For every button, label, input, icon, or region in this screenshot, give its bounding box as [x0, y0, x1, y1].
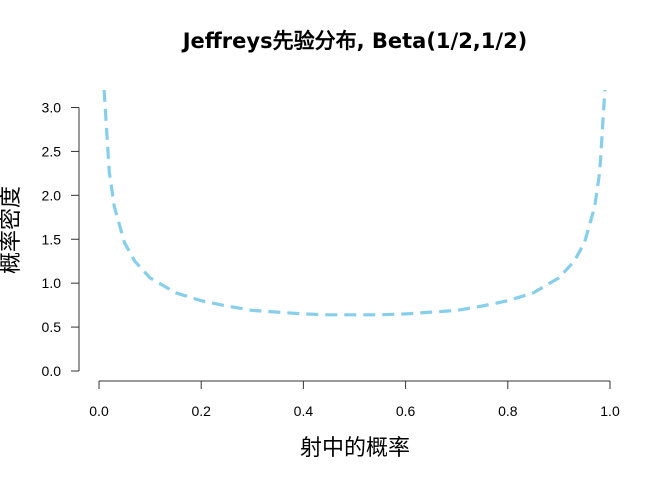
y-tick-label: 1.5 [42, 231, 62, 247]
x-axis: 0.0 0.2 0.4 0.6 0.8 1.0 [89, 380, 620, 419]
y-tick-label: 0.0 [42, 363, 62, 379]
y-tick-label: 3.0 [42, 100, 62, 116]
x-axis-title: 射中的概率 [300, 436, 410, 461]
y-axis: 0.0 0.5 1.0 1.5 2.0 2.5 3.0 [42, 100, 80, 379]
density-curve [102, 89, 607, 317]
x-tick-label: 0.4 [294, 403, 314, 419]
y-tick-label: 0.5 [42, 319, 62, 335]
x-tick-label: 0.2 [191, 403, 211, 419]
x-tick-label: 0.6 [396, 403, 416, 419]
x-tick-label: 1.0 [600, 403, 620, 419]
x-tick-label: 0.0 [89, 403, 109, 419]
y-tick-label: 2.0 [42, 187, 62, 203]
y-tick-label: 1.0 [42, 275, 62, 291]
y-axis-title: 概率密度 [0, 186, 24, 274]
chart-title: Jeffreys先验分布, Beta(1/2,1/2) [181, 29, 528, 53]
plot-area [102, 89, 607, 317]
y-tick-label: 2.5 [42, 143, 62, 159]
x-tick-label: 0.8 [498, 403, 518, 419]
